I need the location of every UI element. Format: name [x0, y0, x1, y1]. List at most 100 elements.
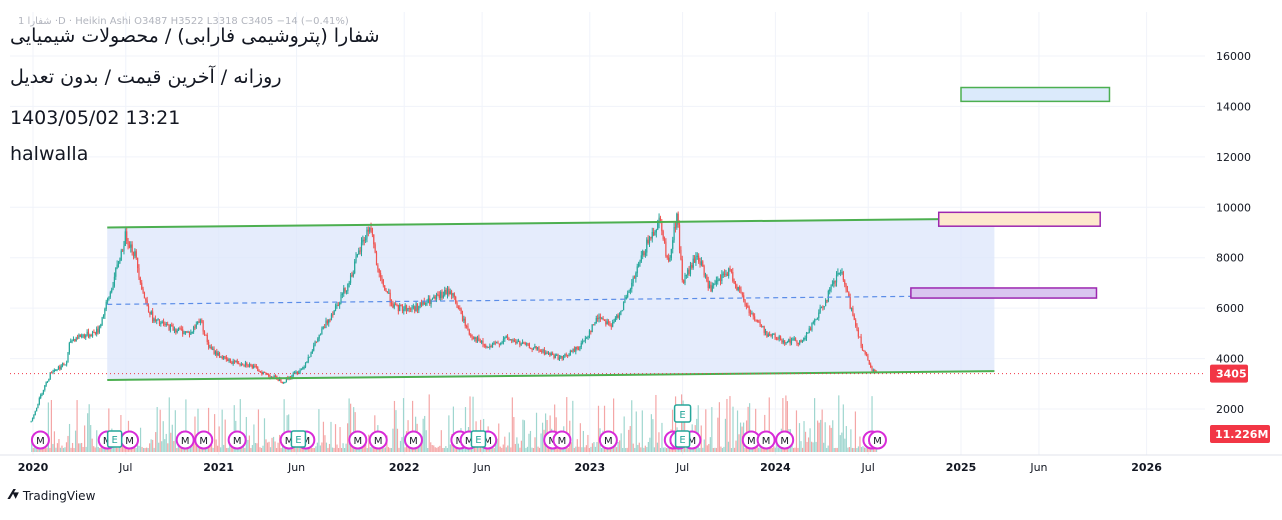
volume-bar [282, 443, 284, 452]
candle [872, 369, 874, 371]
earnings-m-marker[interactable] [598, 430, 618, 450]
volume-bar [587, 434, 589, 452]
volume-bar [662, 447, 665, 452]
candle [83, 334, 85, 338]
candle [38, 398, 40, 404]
zone-upper-peach[interactable] [937, 211, 1101, 227]
candle [834, 281, 836, 283]
volume-bar [171, 424, 173, 452]
earnings-m-marker[interactable] [403, 430, 423, 450]
earnings-m-marker[interactable] [867, 430, 887, 450]
candle [360, 242, 363, 252]
candle [702, 261, 704, 267]
channel-upper-line[interactable] [107, 217, 995, 229]
candle [330, 314, 333, 320]
volume-bar [445, 446, 447, 452]
earnings-m-marker[interactable] [348, 430, 368, 450]
candle [547, 352, 550, 354]
candle [874, 369, 876, 372]
candle [389, 292, 391, 303]
earnings-m-marker[interactable] [175, 430, 195, 450]
candle [257, 367, 259, 372]
candle [662, 231, 664, 239]
event-e-flag[interactable] [673, 404, 692, 423]
candle [46, 381, 49, 383]
event-e-marker[interactable] [674, 430, 691, 448]
volume-bar [245, 416, 247, 452]
zone-mid-purple[interactable] [910, 287, 1098, 299]
candle [541, 350, 543, 352]
candle [431, 298, 434, 300]
candle [624, 298, 626, 303]
volume-bar [682, 400, 684, 452]
earnings-m-marker[interactable] [368, 430, 388, 450]
earnings-m-marker[interactable] [30, 430, 50, 450]
volume-bar [64, 447, 66, 452]
volume-bar [241, 445, 243, 452]
candle [459, 307, 461, 309]
candle [763, 326, 765, 333]
candle [572, 348, 574, 352]
volume-bar [739, 422, 742, 452]
candle [846, 289, 849, 293]
candle [606, 321, 608, 325]
event-e-marker[interactable] [106, 430, 123, 448]
candle [554, 355, 556, 359]
candle [66, 362, 68, 365]
volume-bar [510, 447, 512, 452]
candle [448, 288, 450, 295]
zone-top-blue[interactable] [960, 86, 1111, 103]
candle [684, 275, 686, 284]
channel-mid-line[interactable] [107, 294, 995, 305]
x-tick-label: 2024 [760, 461, 791, 474]
volume-bar [144, 447, 146, 452]
candle [253, 365, 255, 368]
volume-bar [703, 439, 705, 452]
volume-bar [402, 398, 405, 452]
event-e-marker[interactable] [290, 430, 307, 448]
volume-bar [481, 447, 483, 452]
candle [511, 339, 513, 341]
tradingview-brand[interactable]: ⁄⁄▾ TradingView [10, 488, 95, 503]
channel-lower-line[interactable] [107, 370, 995, 382]
candle [109, 292, 111, 297]
volume-bar [327, 447, 329, 452]
volume-bar [425, 430, 427, 452]
candle [687, 269, 689, 275]
earnings-m-marker[interactable] [775, 430, 795, 450]
earnings-m-marker[interactable] [756, 430, 776, 450]
earnings-m-marker[interactable] [227, 430, 247, 450]
volume-bar [570, 442, 572, 452]
candle [168, 324, 170, 331]
candle [79, 334, 81, 337]
candle [255, 366, 257, 368]
candle [205, 334, 207, 336]
candle [654, 232, 656, 236]
volume-bar [541, 422, 544, 452]
candle [725, 273, 727, 275]
volume-bar [153, 447, 155, 452]
volume-bar [718, 402, 720, 452]
volume-bar [177, 442, 179, 452]
volume-bar [147, 447, 149, 452]
candle [31, 418, 34, 422]
candle [479, 340, 481, 343]
candle [324, 327, 326, 329]
event-e-marker[interactable] [470, 430, 487, 448]
volume-bar [827, 445, 829, 452]
volume-bar [88, 404, 90, 452]
candle [427, 298, 429, 303]
channel-area[interactable] [107, 218, 995, 380]
candle [404, 305, 406, 310]
candle [313, 345, 315, 351]
earnings-m-marker[interactable] [552, 430, 572, 450]
earnings-m-marker[interactable] [194, 430, 214, 450]
volume-bar [720, 446, 722, 452]
volume-bar [730, 447, 733, 452]
candle [457, 307, 460, 309]
candle [169, 325, 171, 331]
candle [173, 329, 176, 331]
candle [85, 335, 87, 338]
